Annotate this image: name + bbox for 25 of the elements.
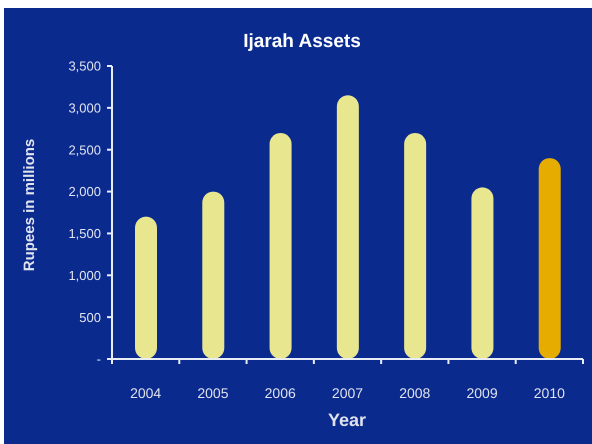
bar (270, 132, 292, 359)
y-tick-label: - (96, 352, 101, 367)
x-tick-label: 2008 (399, 385, 431, 401)
y-tick-label: 2,000 (68, 184, 101, 200)
x-tick-label: 2005 (197, 385, 229, 401)
x-tick-label: 2010 (534, 385, 566, 401)
y-tick-label: 1,500 (68, 226, 101, 242)
x-tick-label: 2009 (466, 385, 498, 401)
bar (538, 158, 561, 359)
bar (135, 216, 157, 359)
y-tick-label: 1,000 (68, 268, 101, 283)
bar (404, 132, 426, 359)
x-tick-label: 2004 (130, 385, 162, 401)
x-tick-label: 2006 (264, 385, 296, 401)
y-tick-label: 3,000 (68, 100, 101, 116)
y-tick-label: 500 (79, 310, 101, 325)
y-tick-label: 2,500 (68, 142, 101, 158)
bar (471, 187, 494, 359)
bar (336, 95, 359, 359)
bar (202, 192, 224, 359)
y-axis-title: Rupees in millions (21, 138, 39, 272)
x-tick-label: 2007 (332, 385, 364, 401)
chart-title: Ijarah Assets (243, 31, 361, 52)
x-axis-title: Year (328, 410, 366, 430)
y-tick-label: 3,500 (68, 58, 101, 74)
